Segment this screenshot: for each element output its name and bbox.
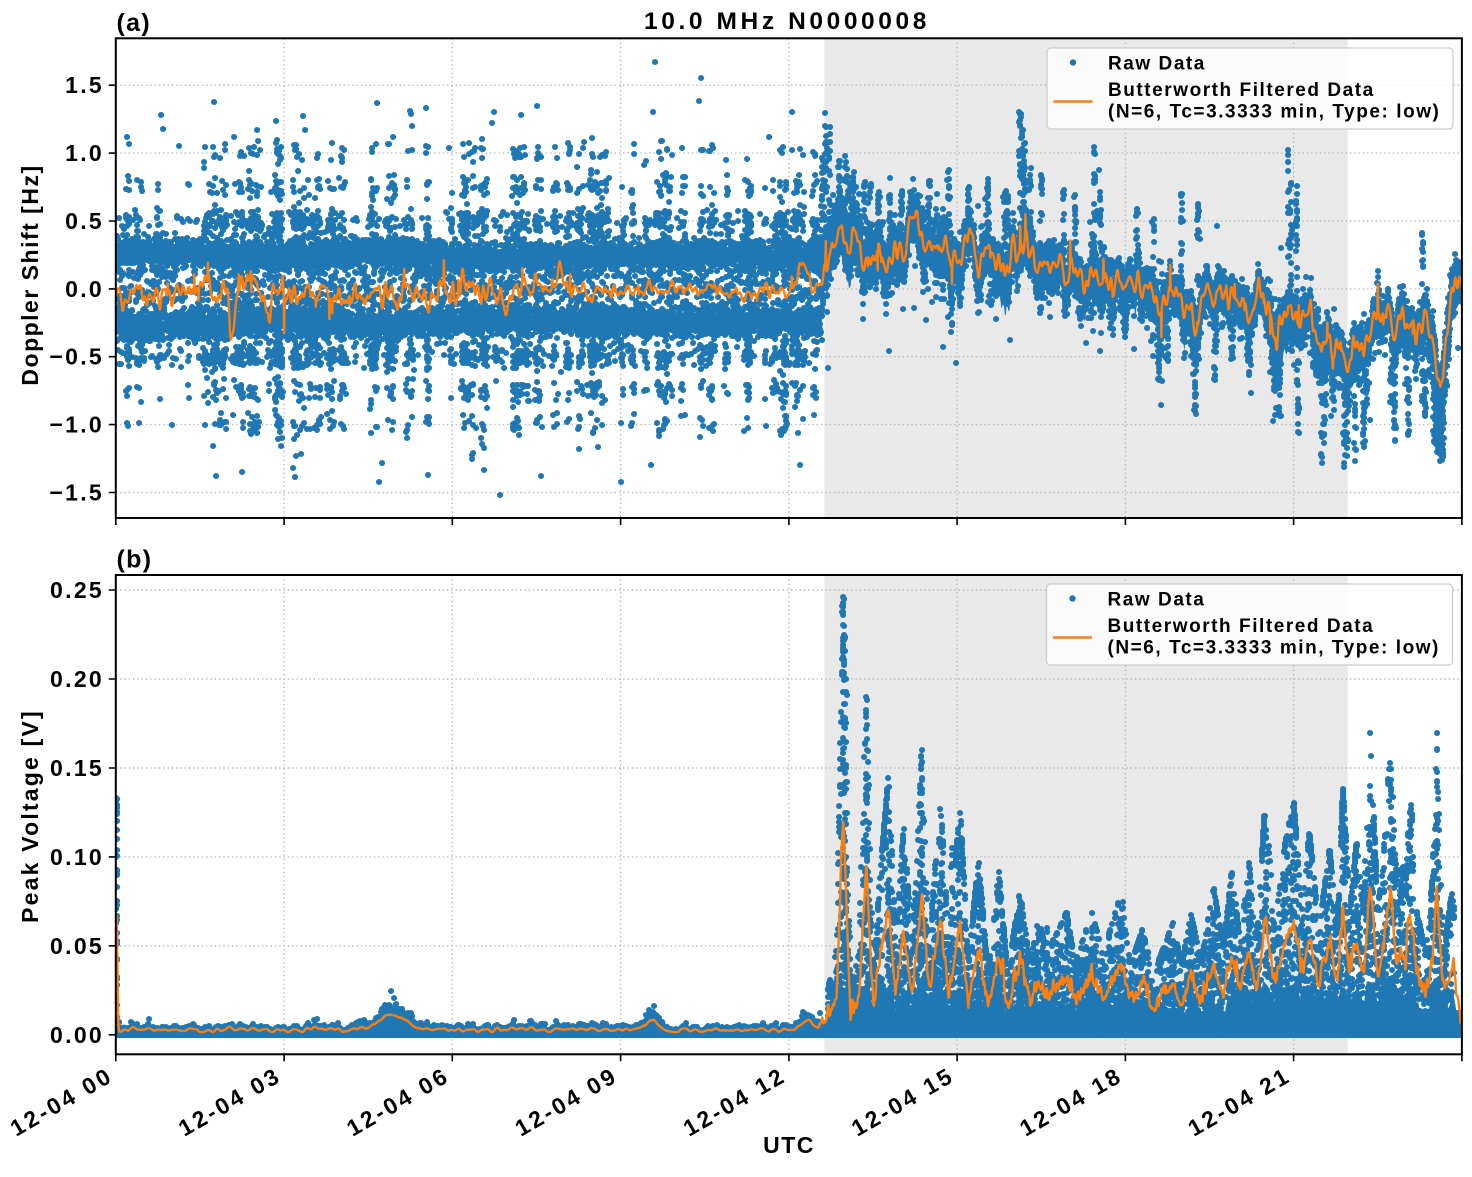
svg-text:UTC: UTC (763, 1132, 815, 1158)
svg-text:Butterworth Filtered Data: Butterworth Filtered Data (1108, 616, 1375, 637)
svg-text:−1.5: −1.5 (49, 480, 104, 506)
svg-text:−0.5: −0.5 (49, 344, 104, 370)
svg-text:0.10: 0.10 (50, 844, 104, 870)
svg-text:(b): (b) (117, 546, 153, 574)
svg-text:(N=6, Tc=3.3333 min, Type: low: (N=6, Tc=3.3333 min, Type: low) (1108, 102, 1440, 123)
svg-text:0.05: 0.05 (50, 933, 104, 959)
svg-text:(N=6, Tc=3.3333 min, Type: low: (N=6, Tc=3.3333 min, Type: low) (1108, 638, 1440, 659)
svg-text:−1.0: −1.0 (49, 412, 104, 438)
svg-text:0.5: 0.5 (65, 208, 104, 234)
svg-text:(a): (a) (117, 9, 151, 37)
svg-text:0.00: 0.00 (50, 1022, 104, 1048)
svg-text:1.0: 1.0 (65, 140, 104, 166)
svg-text:0.20: 0.20 (50, 666, 104, 692)
svg-text:10.0 MHz N0000008: 10.0 MHz N0000008 (644, 8, 930, 35)
svg-text:Doppler Shift [Hz]: Doppler Shift [Hz] (17, 164, 43, 385)
svg-text:0.25: 0.25 (50, 577, 104, 603)
svg-text:Peak Voltage [V]: Peak Voltage [V] (17, 709, 43, 923)
svg-text:0.0: 0.0 (65, 276, 104, 302)
svg-text:Raw Data: Raw Data (1108, 54, 1206, 75)
svg-text:0.15: 0.15 (50, 755, 104, 781)
svg-text:Raw Data: Raw Data (1108, 590, 1206, 611)
svg-text:Butterworth Filtered Data: Butterworth Filtered Data (1108, 80, 1375, 101)
svg-text:1.5: 1.5 (65, 72, 104, 98)
